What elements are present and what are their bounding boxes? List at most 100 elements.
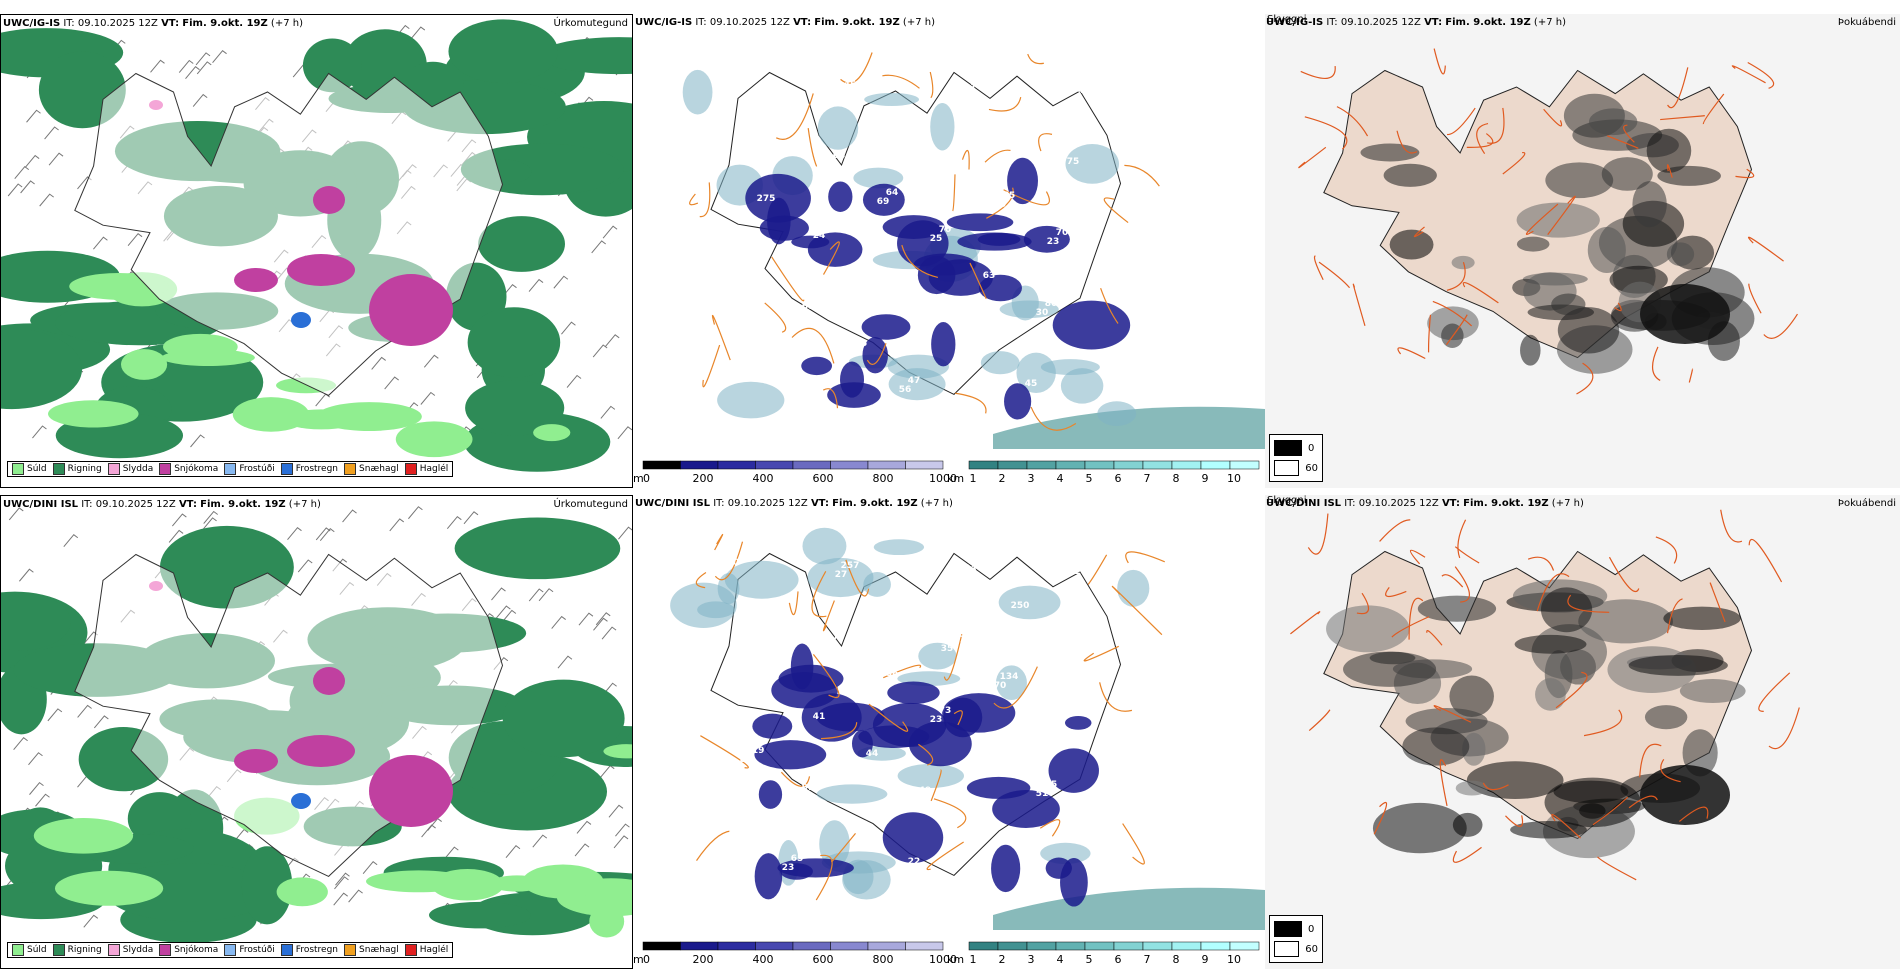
river-line [1445, 314, 1468, 346]
river-line [1385, 587, 1407, 598]
river-line [1356, 592, 1370, 615]
river-line [1426, 630, 1443, 646]
fog-area [1510, 821, 1587, 839]
legend-item: Súld [12, 944, 47, 956]
river-line [1307, 513, 1329, 555]
rain-area [429, 901, 531, 929]
freezing-rain-area [291, 312, 311, 328]
low-vis-area [1097, 401, 1137, 426]
river-line [1735, 168, 1755, 179]
scale-swatch [717, 460, 756, 470]
fog-area [1682, 729, 1718, 777]
legend-swatch [404, 944, 417, 956]
scale-tick: 9 [1202, 953, 1209, 966]
scale-swatch [968, 941, 999, 951]
boundary-line [822, 600, 835, 632]
fog-map [1265, 495, 1900, 969]
wind-barb [203, 510, 218, 524]
fog-title: Þokuábendi [1837, 17, 1896, 28]
wind-barb [592, 344, 608, 358]
wind-barb [44, 126, 59, 140]
legend-item: Frostregn [280, 463, 338, 475]
boundary-line [929, 71, 934, 99]
snow-area [287, 735, 355, 767]
wind-barb [335, 872, 350, 886]
rain-area [467, 307, 561, 378]
visibility-value: 250 [1011, 601, 1030, 611]
boundary-line [1122, 823, 1145, 865]
boundary-line [695, 572, 707, 589]
visibility-value: 98 [897, 598, 910, 608]
scale-swatch [1113, 460, 1144, 470]
scale-tick: 800 [873, 472, 894, 485]
rain-area [538, 37, 632, 75]
wind-barb [83, 914, 99, 928]
fog-legend-item: 60 [1274, 458, 1318, 478]
scale-tick: 200 [693, 472, 714, 485]
legend-item: Slydda [107, 944, 153, 956]
boundary-line [811, 571, 827, 618]
visibility-value: 354 [958, 564, 977, 574]
visibility-panel: 10 97 77 86 73 40 35 64 65 257 98 137 134 32 519 91 35 22… [633, 495, 1265, 969]
scale-tick: 6 [1115, 953, 1122, 966]
very-low-vis-area [828, 181, 853, 212]
fog-area [1632, 181, 1667, 228]
model-name: UWC/IG-IS [3, 18, 61, 29]
legend-item: Snjókoma [159, 463, 218, 475]
rain-area [241, 846, 293, 925]
wind-barb [315, 527, 331, 541]
river-line [1502, 152, 1526, 175]
low-vis-area [816, 784, 888, 804]
scale-tick: 0 [643, 472, 650, 485]
legend-swatch [52, 944, 65, 956]
legend-item: Rigning [52, 463, 102, 475]
vt-label: VT: [1441, 498, 1460, 509]
visibility-value: 80 [727, 77, 740, 87]
scale-tick: 1 [970, 953, 977, 966]
scale-tick: 6 [1115, 472, 1122, 485]
very-low-vis-area [791, 235, 830, 249]
scale-tick: 9 [1202, 472, 1209, 485]
river-line [1748, 236, 1784, 262]
fog-area [1646, 128, 1692, 173]
fog-legend: 0 60 [1269, 434, 1323, 482]
drizzle-area [121, 349, 168, 380]
fog-panel: Skyggni UWC/DINI ISL IT: 09.10.2025 12Z … [1265, 495, 1900, 969]
valid-time: Fim. 9.okt. 19Z [1463, 498, 1549, 509]
very-low-vis-area [1007, 157, 1038, 205]
river-line [1462, 282, 1499, 304]
scale-swatch [867, 460, 906, 470]
wind-barb [410, 26, 426, 40]
scale-swatch [1171, 941, 1202, 951]
river-line [1536, 573, 1570, 612]
wind-barb [315, 393, 330, 407]
scale-swatch [1229, 941, 1260, 951]
visibility-value: 75 [855, 339, 868, 349]
wind-barb [528, 278, 544, 292]
legend-item: Snæhagl [344, 463, 399, 475]
river-line [1666, 164, 1673, 178]
scale-swatch [755, 941, 794, 951]
wind-barb [538, 588, 554, 602]
fog-area [1326, 605, 1410, 653]
low-vis-area [887, 354, 949, 379]
valid-time: Fim. 9.okt. 19Z [1445, 17, 1531, 28]
model-name: UWC/DINI ISL [3, 499, 79, 510]
fog-area [1578, 599, 1673, 644]
wind-barb [13, 737, 28, 751]
river-line [1660, 115, 1705, 121]
wind-barb [602, 225, 618, 239]
panel-header: UWC/DINI ISL IT: 09.10.2025 12Z VT: Fim.… [3, 499, 321, 510]
valid-time: Fim. 9.okt. 19Z [832, 498, 918, 509]
legend-item: Snjókoma [159, 944, 218, 956]
visibility-value: 519 [746, 746, 765, 756]
river-line [1660, 758, 1681, 783]
scale-tick: 2 [999, 953, 1006, 966]
scale-swatch [642, 941, 681, 951]
visibility-value: 65 [1003, 191, 1016, 201]
wind-barb [348, 889, 363, 903]
visibility-value: 55 [1025, 860, 1038, 870]
scale-tick: 400 [753, 472, 774, 485]
panel-header: UWC/IG-IS IT: 09.10.2025 12Z VT: Fim. 9.… [635, 17, 935, 28]
vt-label: VT: [161, 18, 180, 29]
